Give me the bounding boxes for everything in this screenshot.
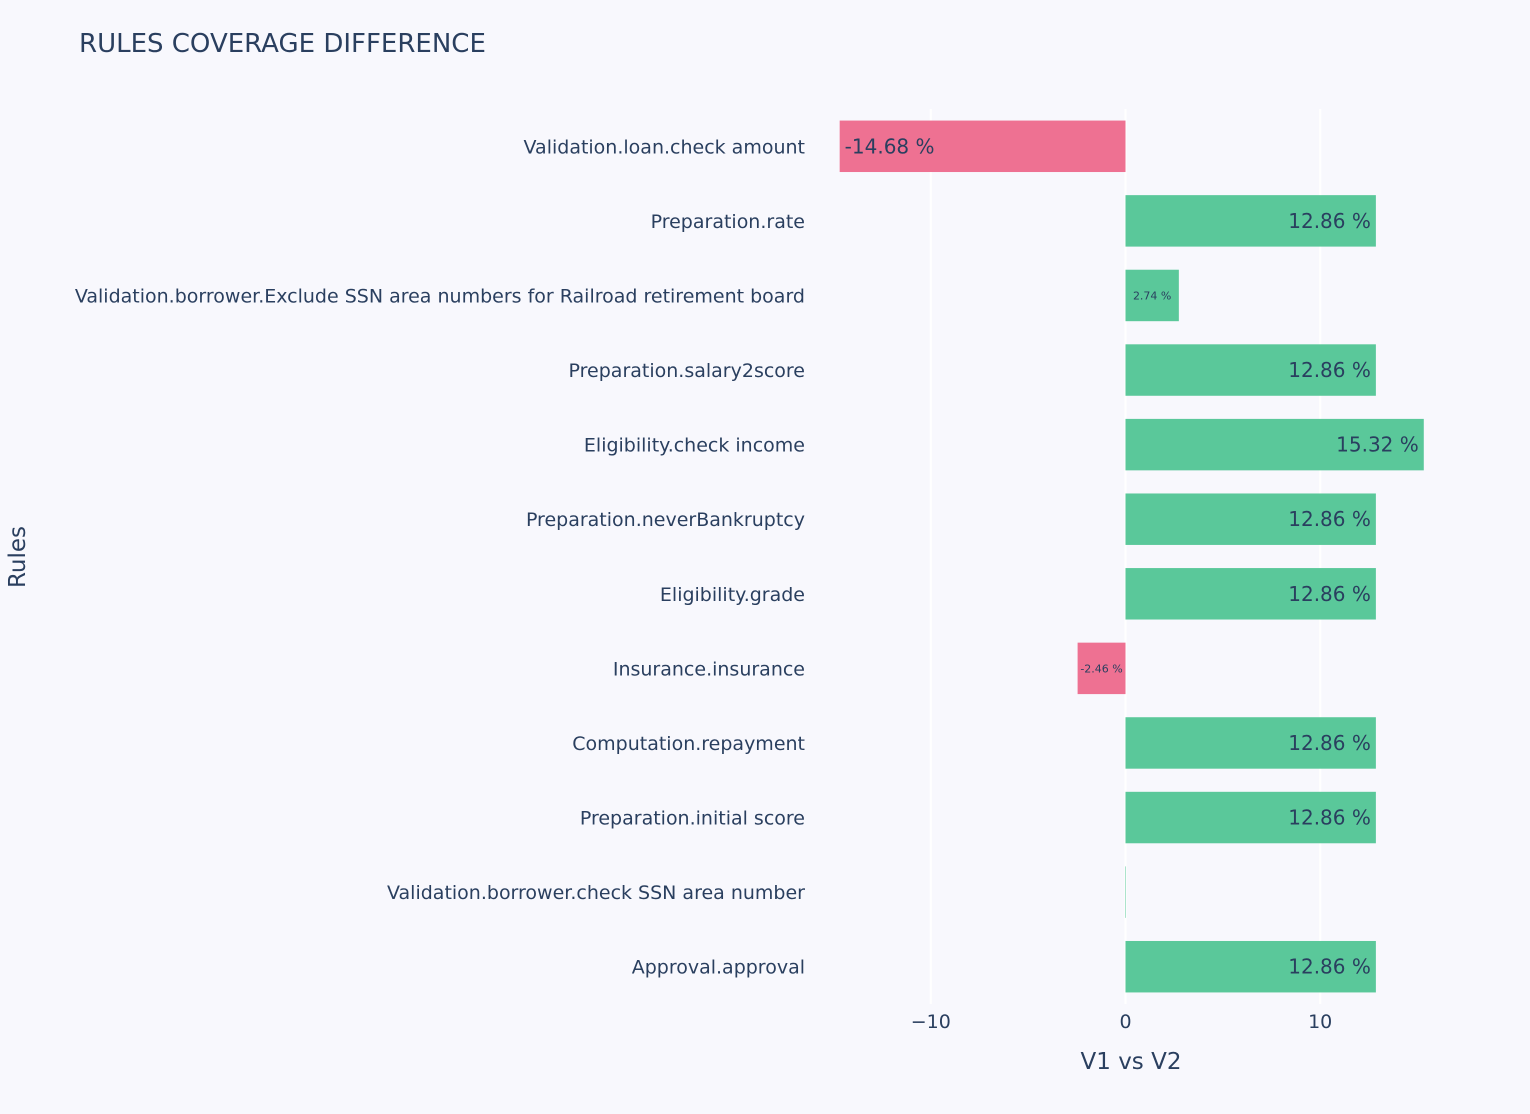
bar-value-label: 12.86 % xyxy=(1288,209,1371,233)
y-category-label: Approval.approval xyxy=(632,957,805,979)
bar-value-label: 12.86 % xyxy=(1288,731,1371,755)
bar-value-label: 12.86 % xyxy=(1288,507,1371,531)
y-category-label: Preparation.initial score xyxy=(580,808,805,830)
y-category-label: Validation.borrower.check SSN area numbe… xyxy=(387,882,805,904)
y-category-label: Validation.borrower.Exclude SSN area num… xyxy=(75,285,805,307)
grid-layer xyxy=(929,109,1322,1004)
y-category-label: Preparation.rate xyxy=(651,211,805,233)
bar xyxy=(1125,418,1424,471)
bar-value-label: 2.74 % xyxy=(1133,289,1171,302)
bar-value-label: 15.32 % xyxy=(1336,433,1419,457)
bar-value-label: -2.46 % xyxy=(1080,662,1122,675)
bar-value-label: -14.68 % xyxy=(845,134,935,158)
y-category-label: Preparation.salary2score xyxy=(569,360,805,382)
y-category-label: Eligibility.check income xyxy=(584,435,805,457)
y-axis-title: Rules xyxy=(5,526,31,588)
y-category-label: Eligibility.grade xyxy=(660,584,805,606)
bar xyxy=(1125,344,1376,396)
y-category-label: Computation.repayment xyxy=(572,733,805,755)
bar-value-label: 12.86 % xyxy=(1288,582,1371,606)
x-tick-label: 10 xyxy=(1308,1011,1332,1033)
bar-layer xyxy=(839,120,1424,993)
bar xyxy=(839,120,1126,173)
bar-value-label: 12.86 % xyxy=(1288,955,1371,979)
y-category-label: Insurance.insurance xyxy=(613,658,805,680)
bar xyxy=(1125,866,1126,918)
chart-title: RULES COVERAGE DIFFERENCE xyxy=(79,29,486,59)
bar xyxy=(1125,493,1376,545)
bar xyxy=(1125,568,1376,620)
x-tick-label: −10 xyxy=(911,1011,951,1033)
bar-value-label: 12.86 % xyxy=(1288,358,1371,382)
y-category-label: Validation.loan.check amount xyxy=(524,136,805,158)
bar-value-label: 12.86 % xyxy=(1288,806,1371,830)
bar xyxy=(1125,940,1376,993)
x-axis-title: V1 vs V2 xyxy=(1081,1049,1182,1075)
y-category-label: Preparation.neverBankruptcy xyxy=(526,509,805,531)
bar xyxy=(1077,642,1126,695)
bar xyxy=(1125,717,1376,769)
bar xyxy=(1125,195,1376,247)
bar xyxy=(1125,791,1376,844)
label-layer: −10 0 10 Validation.loan.check amount -14.68… xyxy=(75,134,1419,1033)
bar xyxy=(1125,269,1179,322)
x-tick-label: 0 xyxy=(1119,1011,1131,1033)
